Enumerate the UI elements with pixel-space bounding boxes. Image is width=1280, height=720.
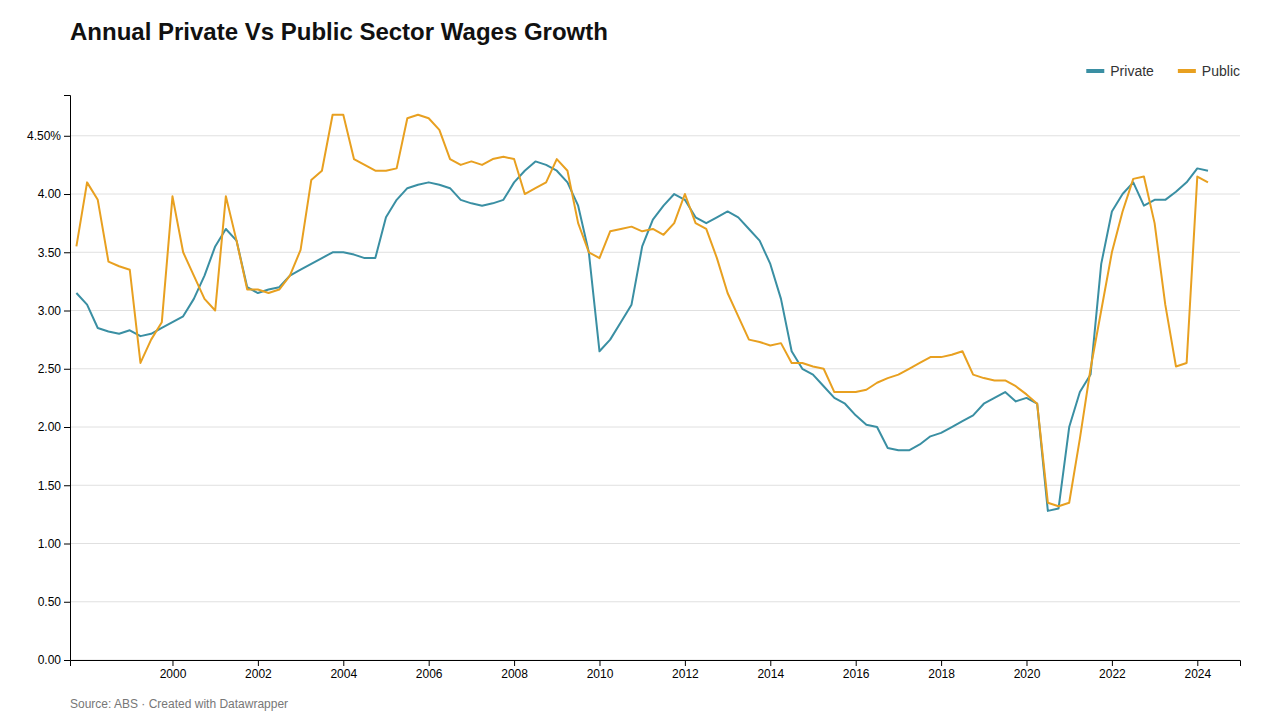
x-tick-mark (685, 660, 686, 666)
x-tick-mark (172, 660, 173, 666)
y-tick-label: 1.00 (38, 537, 62, 551)
y-tick-mark (64, 311, 70, 312)
y-tick-label: 3.00 (38, 304, 62, 318)
y-tick-label: 3.50 (38, 246, 62, 260)
x-tick: 2024 (1184, 660, 1211, 681)
grid-line (70, 601, 1240, 602)
grid-line (70, 310, 1240, 311)
y-tick: 4.00 (38, 187, 70, 201)
plot: 2000 2002 2004 2006 2008 2010 2012 2014 2016 2018… (27, 96, 1241, 681)
x-tick-label: 2016 (843, 667, 870, 681)
legend: Private Public (1086, 63, 1240, 79)
x-tick-label: 2000 (160, 667, 187, 681)
y-tick: 1.00 (38, 537, 70, 551)
grid-line (70, 485, 1240, 486)
x-tick-label: 2022 (1099, 667, 1126, 681)
y-tick: 0.50 (38, 595, 70, 609)
x-tick-label: 2014 (757, 667, 784, 681)
x-tick: 2014 (757, 660, 784, 681)
legend-swatch (1178, 69, 1196, 73)
y-tick: 2.00 (38, 420, 70, 434)
y-tick: 3.50 (38, 246, 70, 260)
grid-line (70, 427, 1240, 428)
x-tick: 2020 (1014, 660, 1041, 681)
x-tick: 2008 (501, 660, 528, 681)
grid-line (70, 543, 1240, 544)
x-tick: 2022 (1099, 660, 1126, 681)
x-tick: 2012 (672, 660, 699, 681)
legend-item: Private (1086, 63, 1154, 79)
y-tick-label: 4.50% (27, 129, 61, 143)
grid-line (70, 194, 1240, 195)
title: Annual Private Vs Public Sector Wages Gr… (70, 18, 608, 45)
legend-label: Private (1110, 63, 1154, 79)
legend-item: Public (1178, 63, 1240, 79)
grid-line (70, 135, 1240, 136)
x-tick-label: 2008 (501, 667, 528, 681)
y-tick-mark (64, 194, 70, 195)
x-tick: 2002 (245, 660, 272, 681)
x-tick: 2018 (928, 660, 955, 681)
x-tick-label: 2018 (928, 667, 955, 681)
x-tick-mark (1112, 660, 1113, 666)
series-group (76, 115, 1208, 511)
x-tick: 2006 (416, 660, 443, 681)
y-tick: 4.50% (27, 129, 70, 143)
series-line (76, 161, 1208, 510)
y-axis: 0.00 0.50 1.00 1.50 2.00 2.50 3.00 3.50 4.00 4.50… (27, 96, 71, 668)
x-tick-mark (856, 660, 857, 666)
x-tick-mark (429, 660, 430, 666)
y-tick-label: 4.00 (38, 187, 62, 201)
y-tick-mark (64, 660, 70, 661)
x-tick-mark (941, 660, 942, 666)
x-tick-mark (1197, 660, 1198, 666)
series-line (76, 115, 1208, 506)
x-tick-mark (258, 660, 259, 666)
x-tick-mark (599, 660, 600, 666)
y-axis-line (64, 96, 71, 661)
y-tick-label: 2.00 (38, 420, 62, 434)
x-tick-label: 2004 (330, 667, 357, 681)
y-tick: 0.00 (38, 653, 70, 667)
x-tick-mark (514, 660, 515, 666)
y-tick-mark (64, 252, 70, 253)
x-tick: 2010 (587, 660, 614, 681)
x-tick-label: 2002 (245, 667, 272, 681)
y-tick: 1.50 (38, 479, 70, 493)
grid-line (70, 252, 1240, 253)
x-tick-label: 2024 (1184, 667, 1211, 681)
y-tick-mark (64, 136, 70, 137)
grid (70, 136, 1240, 660)
x-tick-mark (1026, 660, 1027, 666)
legend-swatch (1086, 69, 1104, 73)
legend-label: Public (1202, 63, 1240, 79)
y-tick-label: 0.00 (38, 653, 62, 667)
x-tick-mark (770, 660, 771, 666)
y-tick-label: 0.50 (38, 595, 62, 609)
y-tick-label: 2.50 (38, 362, 62, 376)
y-tick-mark (64, 544, 70, 545)
y-tick-mark (64, 602, 70, 603)
annotation: Source: ABS · Created with Datawrapper (70, 697, 288, 711)
chart: 2000 2002 2004 2006 2008 2010 2012 2014 2016 2018… (0, 0, 1280, 720)
y-tick-mark (64, 485, 70, 486)
x-tick-mark (343, 660, 344, 666)
grid-line (70, 368, 1240, 369)
y-tick-mark (64, 369, 70, 370)
x-tick: 2000 (160, 660, 187, 681)
x-tick: 2016 (843, 660, 870, 681)
x-tick-label: 2006 (416, 667, 443, 681)
x-tick: 2004 (330, 660, 357, 681)
x-axis: 2000 2002 2004 2006 2008 2010 2012 2014 2016 2018… (71, 660, 1241, 681)
x-axis-line (71, 661, 1241, 667)
x-tick-label: 2010 (587, 667, 614, 681)
y-tick: 2.50 (38, 362, 70, 376)
y-tick-label: 1.50 (38, 479, 62, 493)
y-tick-mark (64, 427, 70, 428)
x-tick-label: 2012 (672, 667, 699, 681)
x-tick-label: 2020 (1014, 667, 1041, 681)
y-tick: 3.00 (38, 304, 70, 318)
